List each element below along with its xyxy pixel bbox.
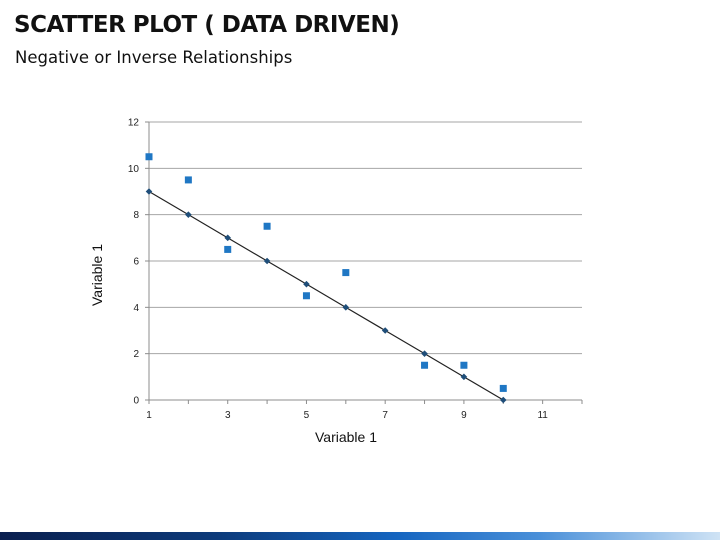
page-title: SCATTER PLOT ( DATA DRIVEN) [14,12,400,38]
x-axis-label: Variable 1 [315,429,377,445]
data-point-square [224,245,232,253]
data-point-diamond [342,304,350,311]
x-tick-label: 7 [382,410,388,421]
y-tick-label: 2 [133,349,139,360]
page-subtitle: Negative or Inverse Relationships [15,48,293,67]
grid-lines [149,121,582,355]
data-point-diamond [224,234,232,242]
x-tick-label: 3 [225,410,231,421]
data-point-diamond [145,188,153,195]
data-point-square [145,153,153,161]
data-point-diamond [499,396,507,404]
y-tick-label: 4 [133,303,139,314]
x-tick-label: 1 [146,410,152,421]
data-point-square [499,384,507,392]
y-tick-label: 12 [128,118,140,129]
data-point-diamond [263,257,271,265]
data-point-diamond [381,327,389,334]
data-point-square [342,269,350,277]
data-point-diamond [303,280,310,288]
x-tick-label: 11 [537,410,548,421]
y-tick-label: 6 [133,257,139,268]
x-tick-label: 9 [461,410,467,421]
data-point-square [184,176,192,184]
data-point-square [263,222,271,230]
trend-line [148,190,504,401]
y-axis-label: Variable 1 [89,244,105,306]
y-tick-label: 10 [128,164,140,175]
footer-bar [0,532,720,540]
axes [145,121,583,404]
y-tick-label: 0 [133,396,139,407]
tick-labels: 0 2 4 6 8 10 12 1 3 5 7 9 11 [128,118,548,422]
data-point-square [302,292,310,300]
trend-line-path [148,190,504,401]
x-tick-label: 5 [304,410,310,421]
data-point-diamond [421,350,428,357]
data-point-diamond [185,211,192,218]
data-point-diamond [460,373,468,381]
data-point-square [460,361,468,369]
data-point-square [421,361,429,369]
y-tick-label: 8 [133,210,139,221]
data-points [145,153,507,404]
